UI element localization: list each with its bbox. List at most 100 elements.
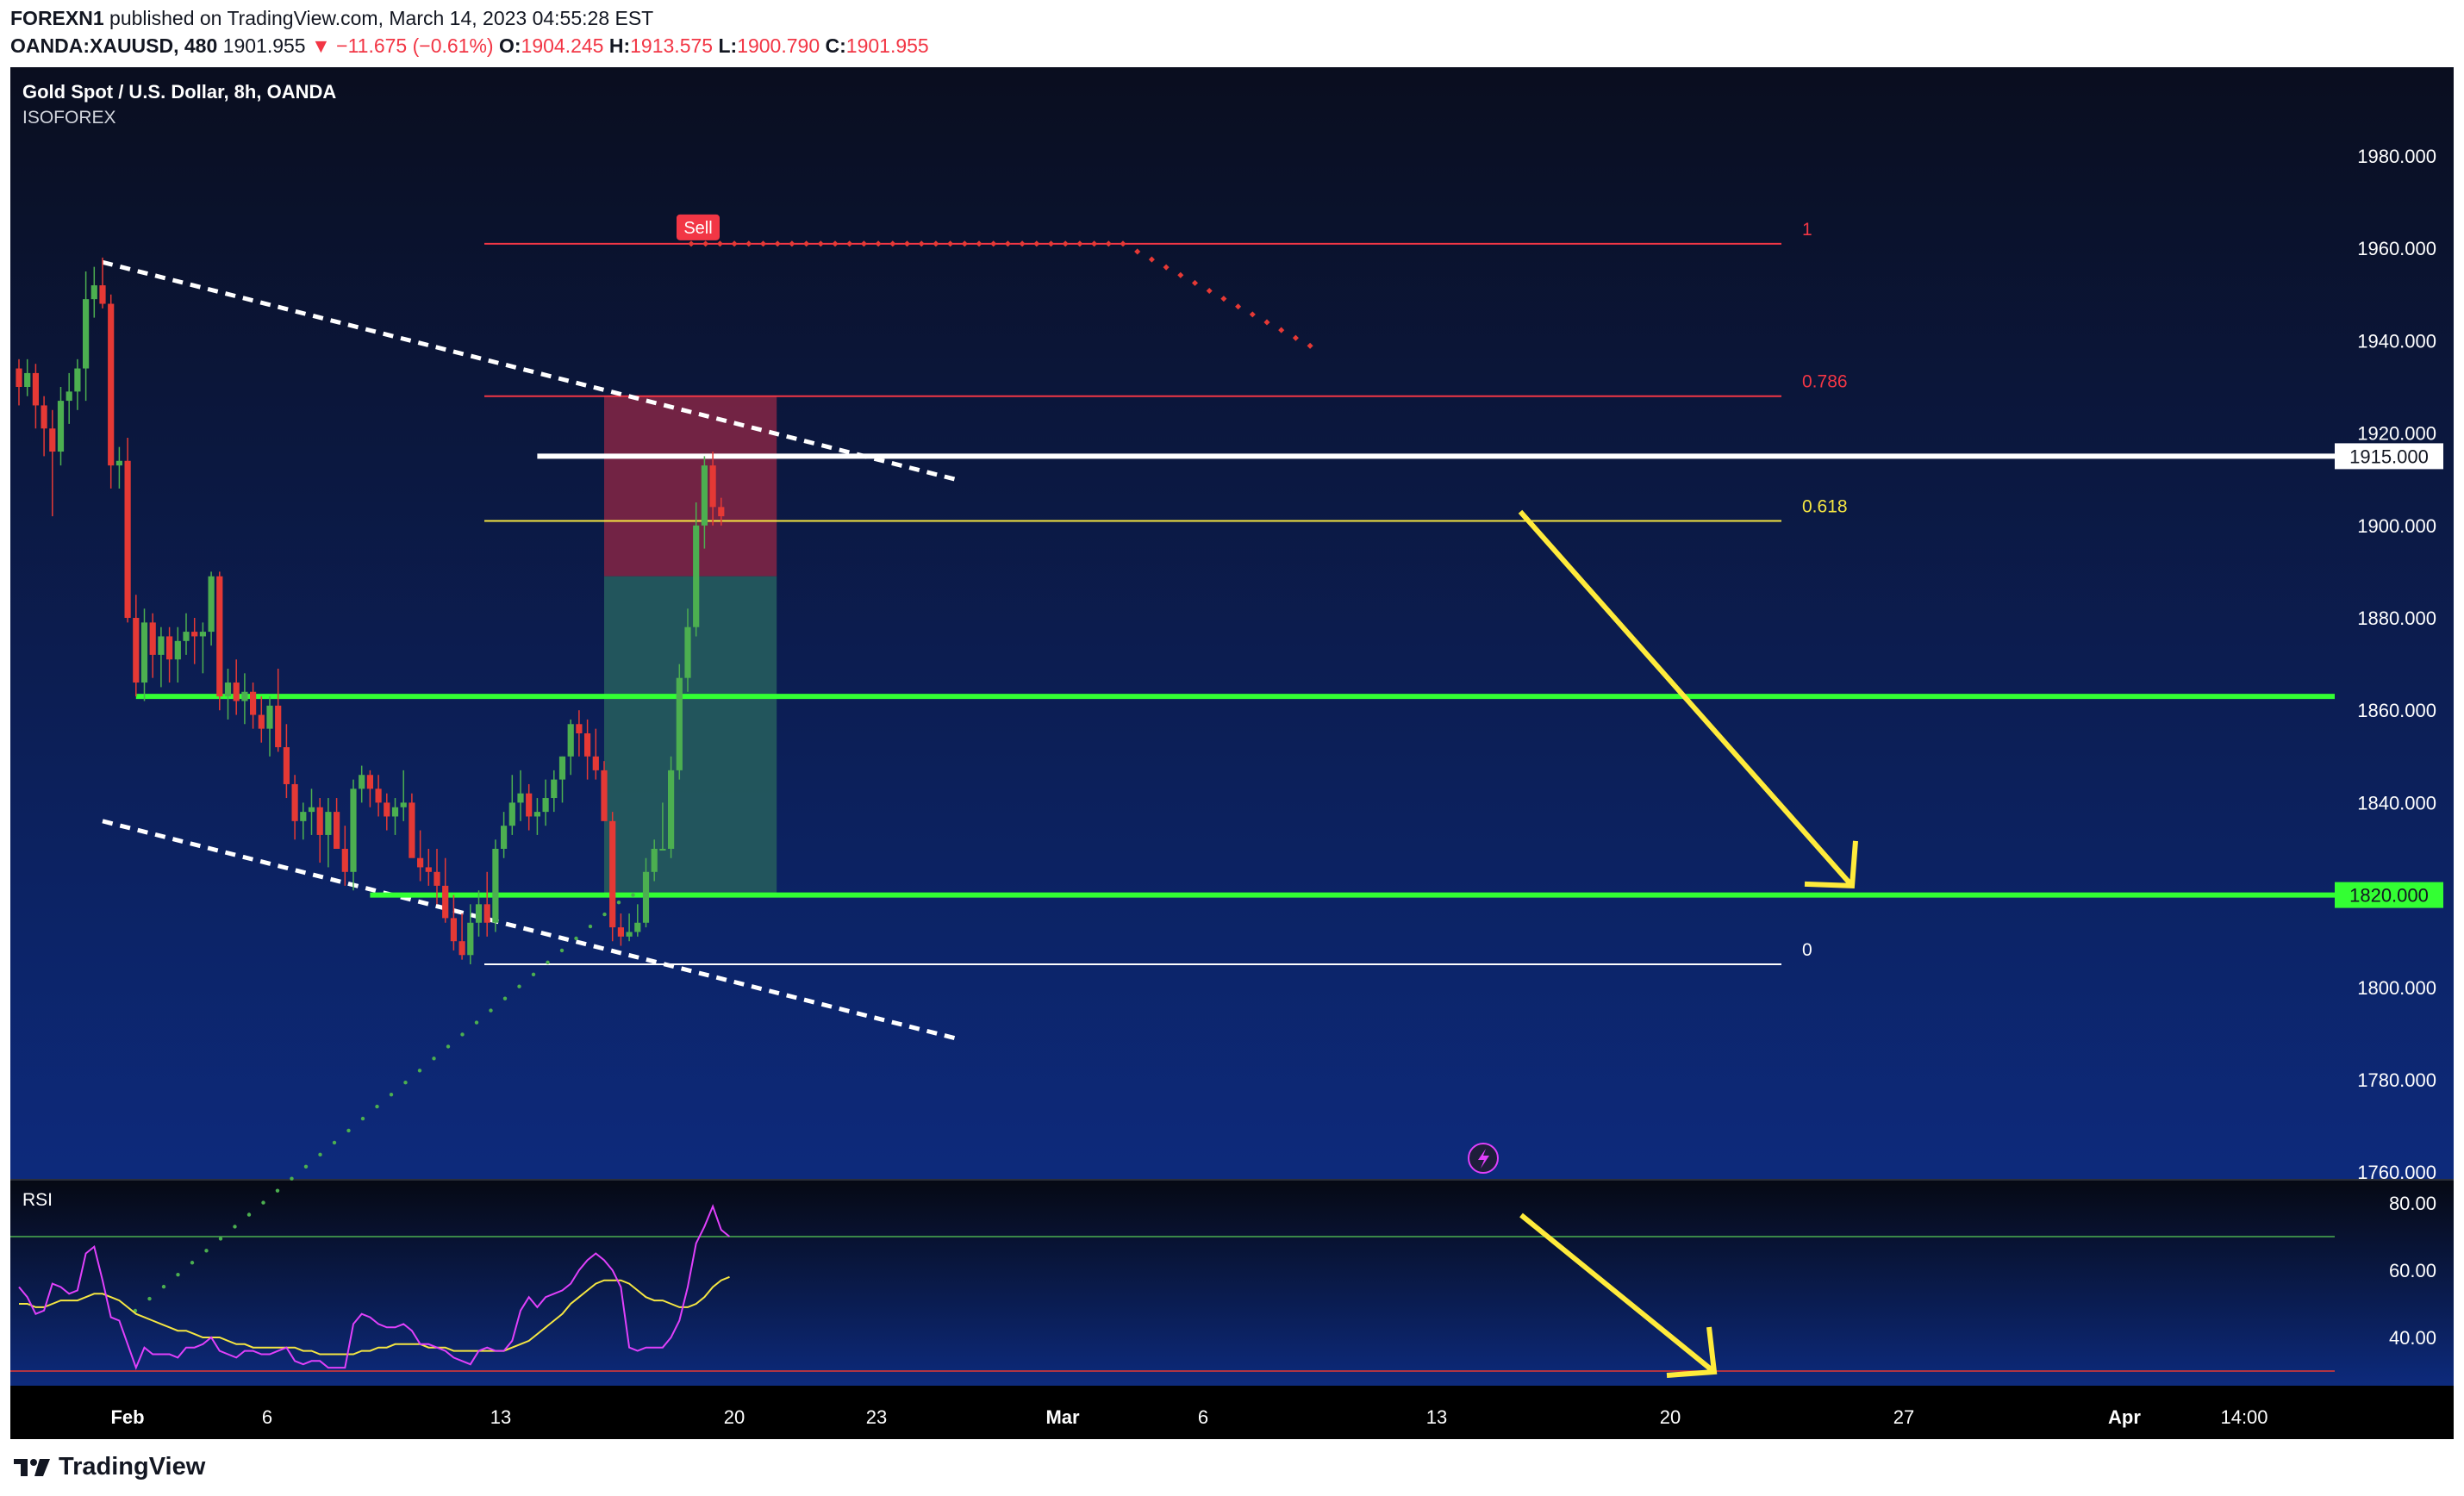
trail-dot <box>303 1164 309 1169</box>
candle-body <box>584 733 591 757</box>
stop-loss-zone <box>604 396 777 577</box>
price-tick-label: 1780.000 <box>2357 1069 2436 1091</box>
sell-signal-label: Sell <box>683 219 712 238</box>
price-badge[interactable] <box>2335 443 2443 470</box>
candle-body <box>693 525 700 627</box>
candle-body <box>16 368 22 387</box>
price-tick-label: 1760.000 <box>2357 1162 2436 1183</box>
chart-area[interactable]: 1 0.786 0.618 0 Sell 1760.000 1780.000 1800.0… <box>10 67 2454 1439</box>
ticker-label: OANDA:XAUUSD, 480 <box>10 34 218 57</box>
candle-body <box>224 683 232 697</box>
symbol-title[interactable]: Gold Spot / U.S. Dollar, 8h, OANDA <box>22 81 337 103</box>
candle-body <box>651 849 658 872</box>
candle-body <box>258 714 265 729</box>
trail-dot <box>246 1212 252 1217</box>
channel-upper-line[interactable] <box>102 259 957 482</box>
rsi-tick-label: 40.00 <box>2389 1327 2436 1349</box>
candle-body <box>183 632 190 641</box>
indicator-name[interactable]: ISOFOREX <box>22 108 116 128</box>
trail-dot <box>275 1188 280 1193</box>
trail-dot <box>602 912 607 917</box>
candle-body <box>216 576 223 697</box>
candle-body <box>483 904 490 923</box>
trail-dot <box>290 1176 294 1181</box>
rsi-forecast-arrow-head <box>1666 1326 1718 1378</box>
trail-dot <box>860 240 867 247</box>
trail-dot <box>531 972 536 976</box>
candle-body <box>375 789 382 803</box>
price-tick-label: 1900.000 <box>2357 515 2436 537</box>
lightning-icon <box>1478 1149 1489 1169</box>
rsi-pane-title[interactable]: RSI <box>22 1190 53 1210</box>
trail-dot <box>403 1081 408 1085</box>
time-tick-label: 20 <box>724 1406 745 1428</box>
candle-body <box>442 885 449 919</box>
candle-body <box>140 622 148 683</box>
trail-dot <box>789 240 795 247</box>
trail-dot <box>190 1261 195 1265</box>
high-value: 1913.575 <box>630 34 714 57</box>
trail-dot <box>731 240 738 247</box>
fib-level-label: 0.786 <box>1802 372 1848 392</box>
trail-dot <box>546 960 550 965</box>
trail-dot <box>474 1020 479 1025</box>
candle-body <box>409 802 415 858</box>
trail-dot <box>375 1104 379 1109</box>
candle-body <box>434 871 440 886</box>
channel-lower-line[interactable] <box>102 819 957 1041</box>
candle-body <box>291 783 298 821</box>
candle-body <box>526 793 533 817</box>
rsi-pane-background <box>10 1181 2454 1386</box>
price-badge[interactable] <box>2335 882 2443 908</box>
candle-body <box>425 867 432 872</box>
candle-body <box>99 285 106 304</box>
rsi-moving-average[interactable] <box>19 1275 730 1356</box>
trail-dot <box>716 240 723 247</box>
pane-divider[interactable] <box>10 1179 2454 1181</box>
trail-dot <box>688 240 695 247</box>
candle-body <box>316 807 323 835</box>
time-tick-label: 14:00 <box>2220 1406 2268 1428</box>
candle-body <box>458 941 465 956</box>
candle-body <box>124 460 131 618</box>
footer: TradingView <box>0 1439 2464 1496</box>
rsi-forecast-arrow[interactable] <box>1519 1212 1716 1374</box>
trail-dot <box>889 240 896 247</box>
price-chart[interactable]: 1 0.786 0.618 0 Sell 1760.000 1780.000 1800.0… <box>10 67 2454 1439</box>
sell-signal-badge[interactable] <box>677 214 720 240</box>
trail-dot <box>318 1152 322 1157</box>
candle-body <box>576 724 583 733</box>
candle-body <box>283 747 290 784</box>
candle-body <box>366 775 373 789</box>
candle-body <box>626 932 633 937</box>
price-tick-label: 1920.000 <box>2357 423 2436 445</box>
candle-body <box>115 460 122 466</box>
candle-body <box>501 826 508 849</box>
candle-body <box>233 683 240 701</box>
rsi-line[interactable] <box>18 1204 731 1370</box>
time-tick-label: 20 <box>1660 1406 1681 1428</box>
time-tick-label: 23 <box>866 1406 887 1428</box>
candle-body <box>701 465 708 526</box>
trail-dot <box>460 1032 465 1037</box>
time-tick-label: Apr <box>2108 1406 2141 1428</box>
candle-body <box>391 807 399 817</box>
price-tick-label: 1800.000 <box>2357 977 2436 999</box>
candle-body <box>533 812 540 817</box>
candle-body <box>275 705 282 748</box>
candle-body <box>41 405 47 429</box>
trail-dot <box>346 1128 351 1133</box>
candle-body <box>492 849 499 923</box>
forecast-arrow[interactable] <box>1518 509 1855 888</box>
publisher-name[interactable]: FOREXN1 <box>10 7 104 29</box>
candle-body <box>334 812 340 849</box>
main-pane-background <box>10 67 2454 1179</box>
candle-body <box>718 507 725 517</box>
tradingview-brand[interactable]: TradingView <box>12 1451 205 1482</box>
candle-body <box>74 368 81 392</box>
candle-body <box>601 770 608 821</box>
price-tick-label: 1860.000 <box>2357 700 2436 721</box>
low-value: 1900.790 <box>737 34 820 57</box>
trail-dot <box>389 1092 394 1097</box>
candle-body <box>684 626 691 678</box>
